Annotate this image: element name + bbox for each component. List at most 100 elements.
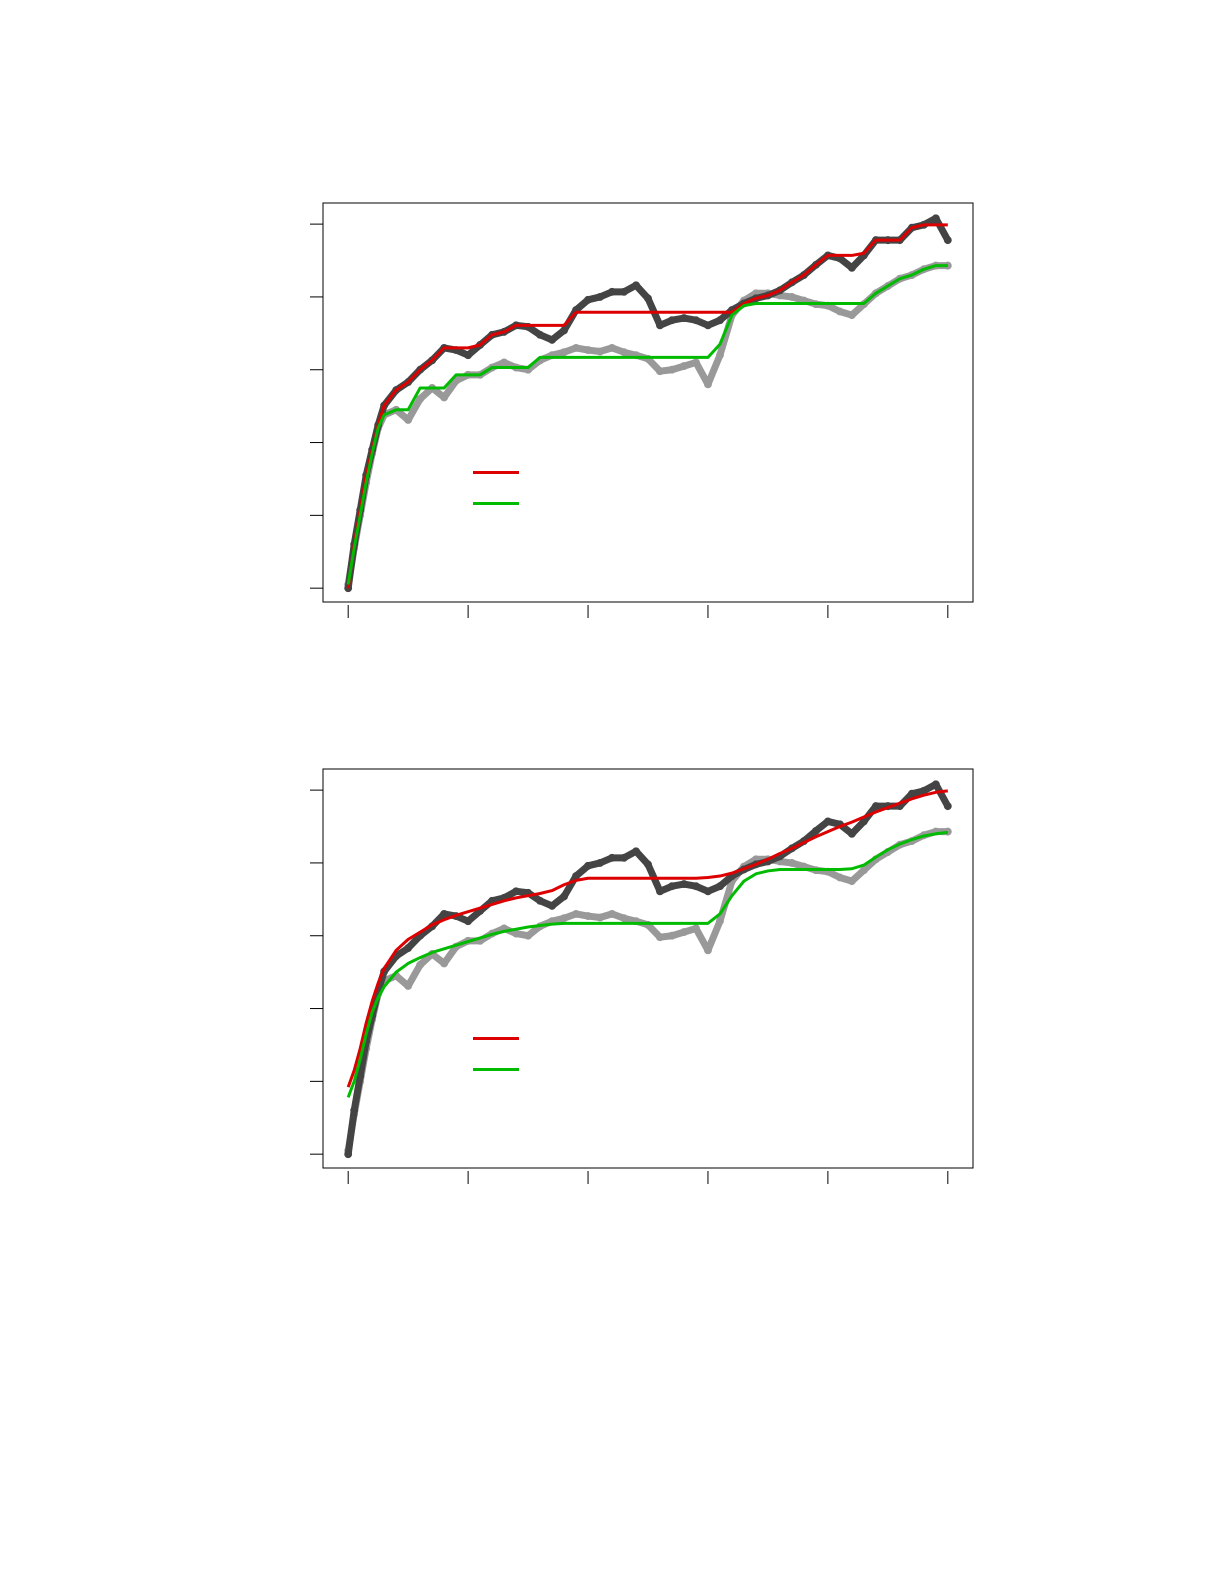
point xyxy=(704,887,712,896)
point xyxy=(548,335,557,344)
point xyxy=(931,214,940,223)
point xyxy=(668,316,676,325)
point xyxy=(440,959,449,968)
point xyxy=(847,829,856,838)
point xyxy=(512,887,521,896)
point xyxy=(704,380,712,389)
point xyxy=(716,351,724,360)
point xyxy=(704,321,712,330)
point xyxy=(440,909,449,918)
point xyxy=(847,311,856,320)
point xyxy=(835,873,844,882)
fit-line xyxy=(346,223,948,589)
point xyxy=(596,858,604,867)
point xyxy=(572,343,580,352)
point xyxy=(656,367,664,376)
point xyxy=(644,294,652,303)
point xyxy=(644,860,652,869)
point xyxy=(632,847,640,856)
point xyxy=(500,358,509,367)
point xyxy=(416,394,425,403)
point xyxy=(943,236,952,245)
point xyxy=(404,944,413,953)
point xyxy=(787,278,796,287)
point xyxy=(668,365,676,374)
point xyxy=(847,877,856,886)
point xyxy=(811,260,820,269)
point xyxy=(416,365,425,374)
fit-line xyxy=(346,789,948,1088)
plot-frame xyxy=(322,202,974,603)
point-band xyxy=(344,828,952,1155)
point xyxy=(548,901,557,910)
point xyxy=(859,866,868,875)
point xyxy=(680,880,688,888)
plot-frame xyxy=(322,768,974,1169)
point xyxy=(620,914,628,923)
point xyxy=(680,362,688,371)
point xyxy=(536,896,545,905)
point xyxy=(787,292,796,301)
point-band xyxy=(344,780,952,1158)
point xyxy=(560,892,569,901)
point xyxy=(608,287,616,296)
point xyxy=(835,307,844,316)
point xyxy=(560,348,569,357)
point xyxy=(584,861,592,870)
point xyxy=(704,946,712,955)
point xyxy=(680,314,688,322)
point xyxy=(656,887,664,896)
point xyxy=(943,802,952,811)
point xyxy=(404,982,413,990)
point xyxy=(404,378,413,387)
point xyxy=(692,924,700,933)
point xyxy=(811,826,820,835)
point xyxy=(716,316,724,325)
point xyxy=(416,960,425,969)
point xyxy=(392,386,401,395)
point xyxy=(428,356,437,365)
point xyxy=(656,933,664,942)
point xyxy=(668,931,676,940)
point xyxy=(871,802,880,811)
point xyxy=(608,909,616,918)
point xyxy=(608,853,616,862)
point xyxy=(871,289,880,298)
point xyxy=(560,326,569,335)
point xyxy=(692,358,700,367)
point xyxy=(620,287,628,296)
fit-line xyxy=(346,264,948,585)
point xyxy=(692,882,700,891)
point xyxy=(716,917,724,926)
point xyxy=(452,376,461,385)
point xyxy=(350,1106,359,1115)
point xyxy=(584,346,592,355)
point xyxy=(799,271,808,280)
point xyxy=(608,343,616,352)
point-band xyxy=(344,214,952,592)
point xyxy=(404,416,413,424)
point xyxy=(344,1150,353,1159)
point xyxy=(620,348,628,357)
point xyxy=(668,882,676,891)
point xyxy=(931,780,940,789)
point xyxy=(787,858,796,867)
point xyxy=(620,853,628,862)
point xyxy=(596,913,604,922)
point xyxy=(524,931,533,940)
point xyxy=(596,292,604,301)
point xyxy=(692,316,700,325)
fit-line xyxy=(346,830,948,1098)
point xyxy=(584,912,592,921)
point xyxy=(560,914,569,923)
point xyxy=(596,347,604,356)
point xyxy=(572,909,580,918)
point xyxy=(716,882,724,891)
point xyxy=(680,928,688,937)
point xyxy=(883,282,892,290)
point xyxy=(823,817,832,826)
point xyxy=(847,263,856,272)
point xyxy=(907,789,916,798)
